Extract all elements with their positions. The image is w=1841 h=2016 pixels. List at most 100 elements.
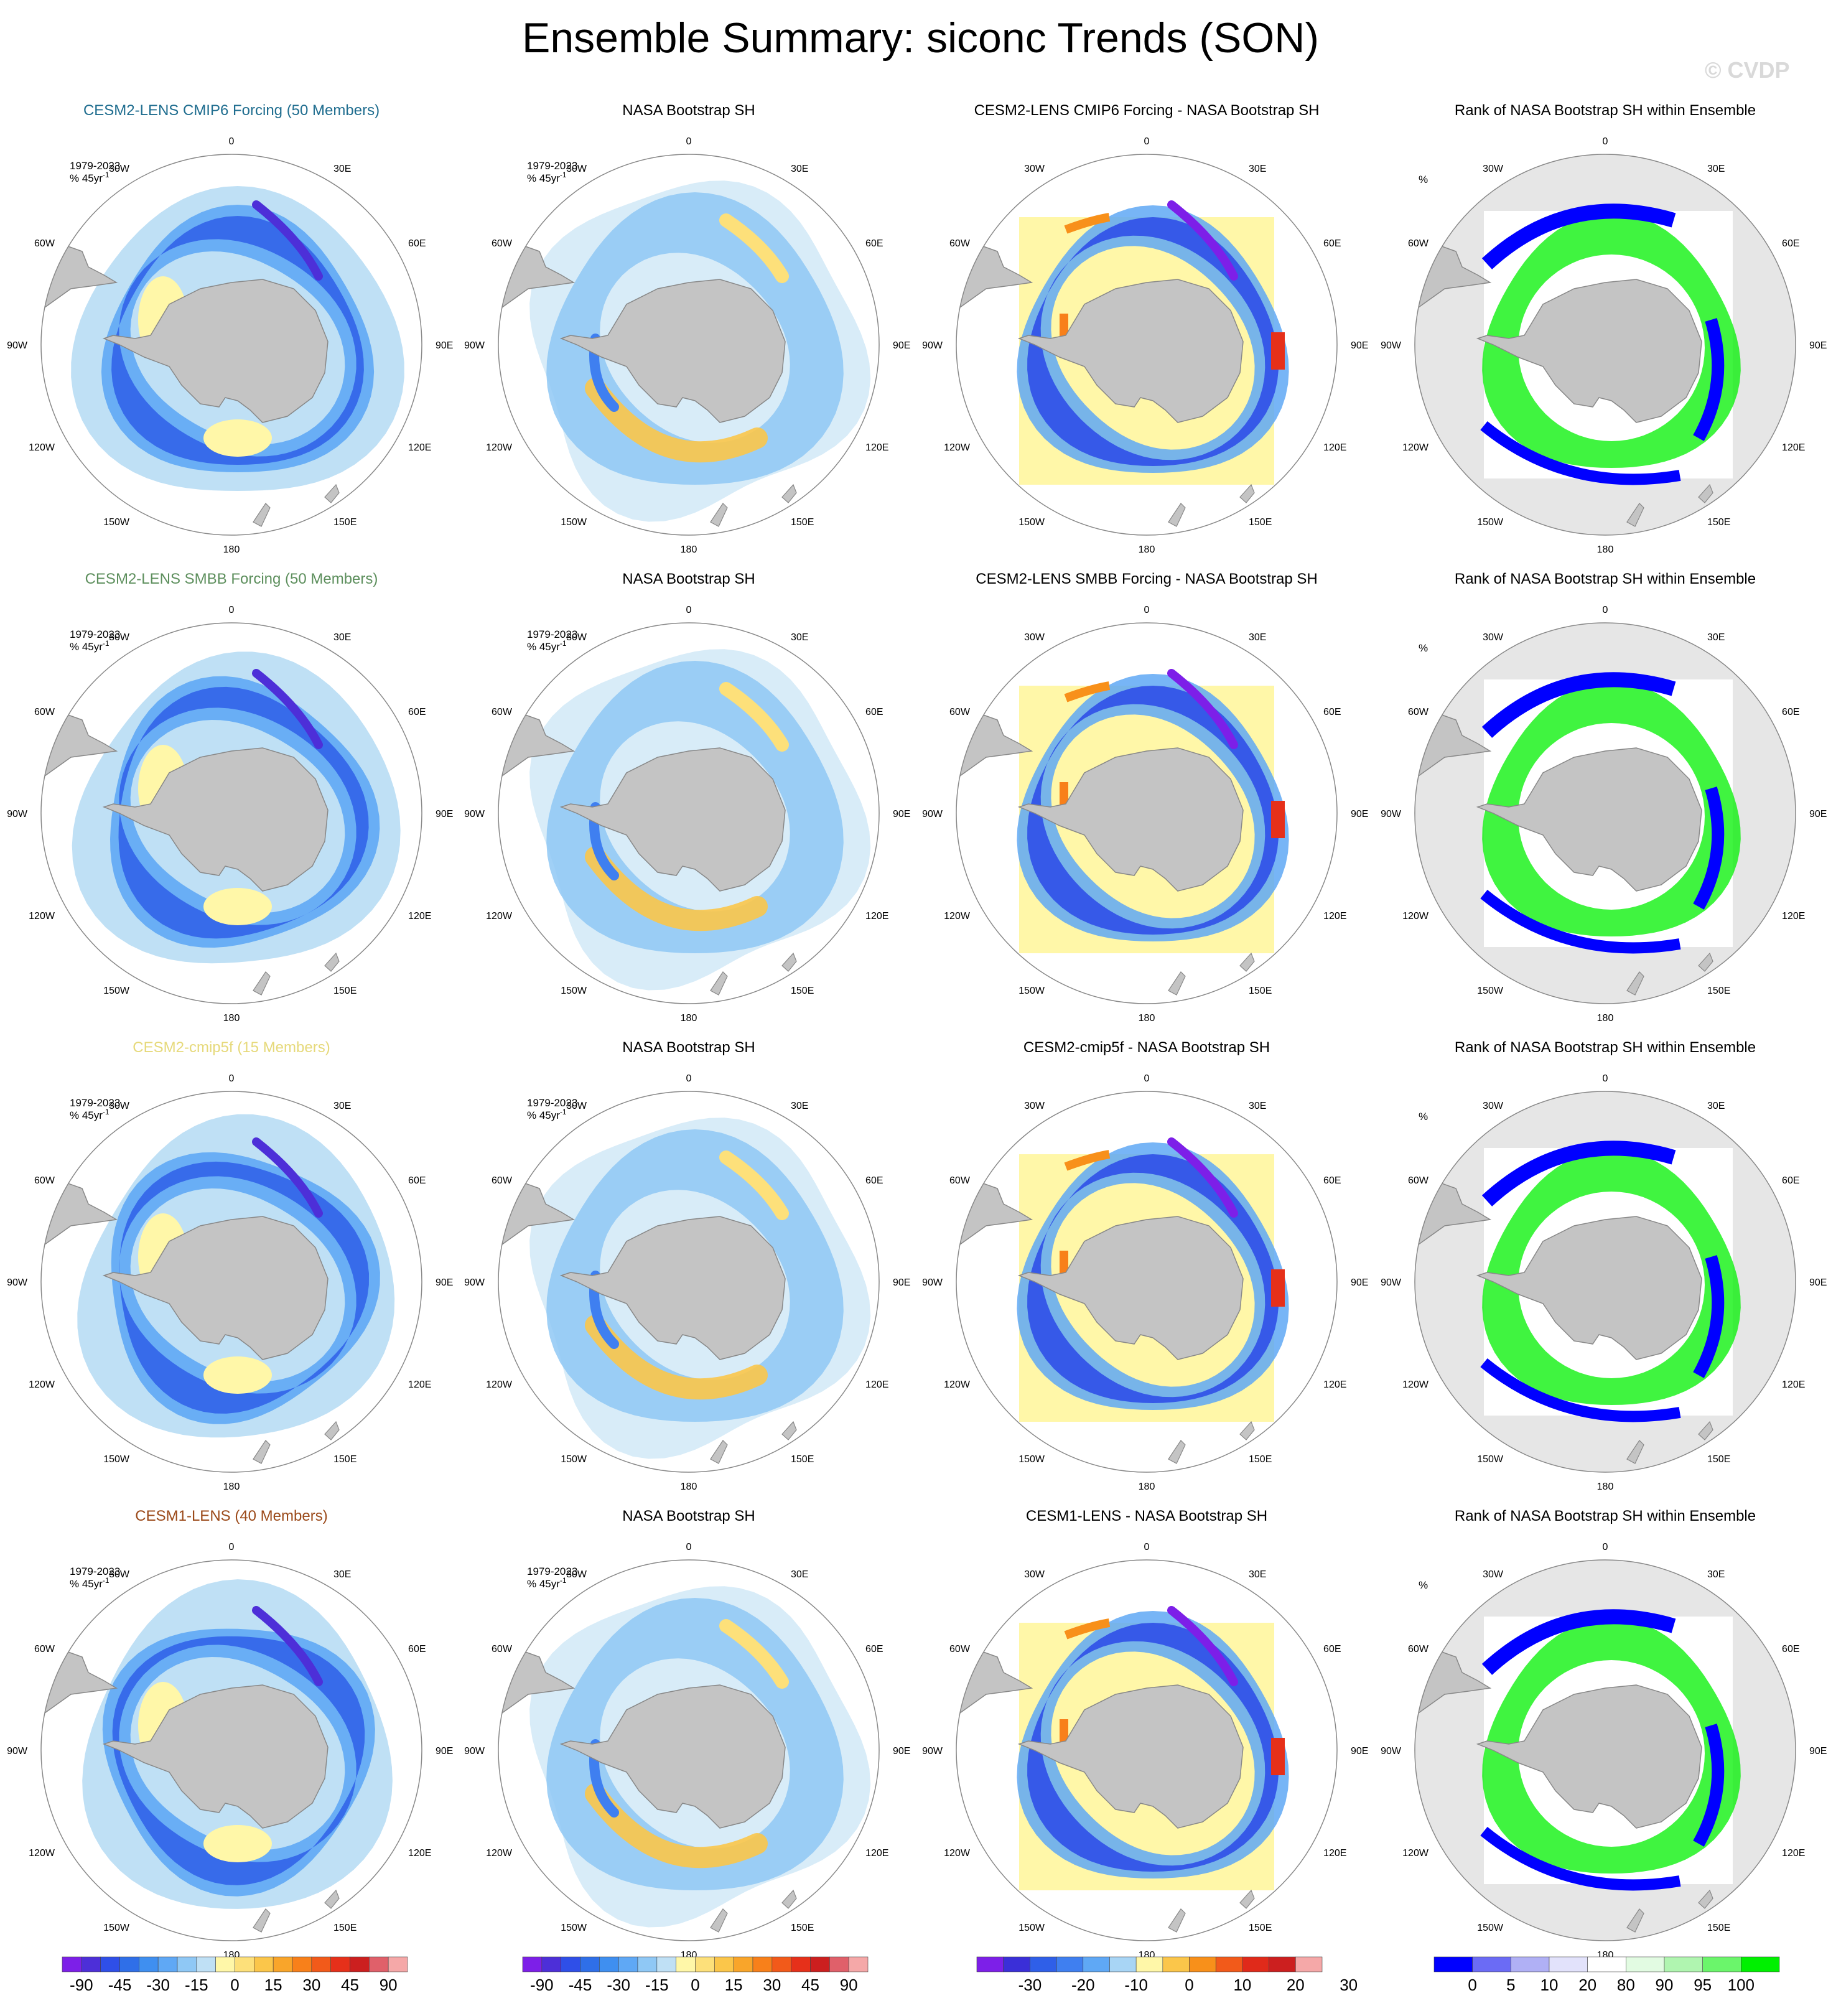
colorbar-swatch <box>1549 1956 1588 1972</box>
map-interior <box>1415 623 1796 1004</box>
period-annotation: 1979-2023 <box>527 1097 577 1109</box>
positive-trend-patch <box>203 1356 272 1394</box>
longitude-label: 180 <box>681 1013 697 1024</box>
longitude-label: 180 <box>1597 1482 1614 1492</box>
strong-negative-streak <box>252 200 323 281</box>
new-zealand-tasmania-landmass <box>1168 1421 1255 1464</box>
colorbar-swatch <box>1215 1956 1243 1972</box>
longitude-label: 180 <box>223 544 240 555</box>
south-america-landmass <box>959 1650 1033 1714</box>
longitude-label: 30W <box>1483 1569 1504 1580</box>
colorbar-tick-label: 10 <box>1540 1976 1559 1994</box>
longitude-label: 120E <box>1782 911 1805 922</box>
longitude-label: 120W <box>944 1379 971 1390</box>
longitude-label: 90E <box>436 340 453 351</box>
colorbar-swatch <box>580 1956 600 1972</box>
longitude-label: 30W <box>1483 632 1504 643</box>
longitude-label: 180 <box>1597 544 1614 555</box>
longitude-label: 60W <box>949 707 971 717</box>
high-rank-band <box>1482 681 1741 936</box>
units-annotation: % 45yr-1 <box>527 1576 567 1590</box>
map-interior <box>501 1586 871 1933</box>
colorbar-swatch <box>1030 1956 1057 1972</box>
longitude-label: 30E <box>1707 1101 1725 1111</box>
longitude-label: 90W <box>7 1746 28 1757</box>
longitude-label: 90W <box>7 340 28 351</box>
period-annotation: 1979-2023 <box>70 628 120 640</box>
longitude-label: 150W <box>1477 986 1504 996</box>
trend-field-band <box>102 1628 375 1897</box>
rank-units-label: % <box>1419 1111 1428 1122</box>
longitude-label: 150E <box>1249 986 1272 996</box>
south-america-landmass <box>1418 1650 1492 1714</box>
ensemble-title: CESM2-LENS CMIP6 Forcing (50 Members) <box>83 102 380 119</box>
longitude-label: 150E <box>1249 1454 1272 1465</box>
colorbar-tick-label: 90 <box>1656 1976 1674 1994</box>
units-annotation: % 45yr-1 <box>70 1108 110 1121</box>
longitude-label: 150E <box>333 986 357 996</box>
colorbar-swatch <box>139 1956 159 1972</box>
longitude-label: 90W <box>464 1746 485 1757</box>
longitude-label: 90W <box>1381 340 1402 351</box>
colorbar-swatch <box>177 1956 197 1972</box>
map-boundary <box>40 1559 422 1941</box>
longitude-label: 30W <box>109 632 130 643</box>
longitude-label: 60W <box>949 238 971 249</box>
longitude-label: 90W <box>464 1277 485 1288</box>
longitude-label: 120W <box>486 442 513 453</box>
longitude-label: 90W <box>464 340 485 351</box>
new-zealand-tasmania-landmass <box>1626 1889 1713 1933</box>
longitude-label: 30W <box>1483 1101 1504 1111</box>
map-panel: NASA Bootstrap SH 0 30E 60E 90E 120E 150E 180 15… <box>464 102 910 555</box>
longitude-label: 90E <box>893 1277 910 1288</box>
map-boundary <box>40 622 422 1004</box>
positive-trend-arc <box>719 213 789 283</box>
colorbar-swatch <box>829 1956 849 1972</box>
positive-difference-patch <box>1064 1150 1111 1171</box>
antarctica-landmass <box>559 747 786 892</box>
colorbar-tick-label: 20 <box>1578 1976 1596 1994</box>
strong-negative-streak <box>1167 1606 1238 1686</box>
map-panel: NASA Bootstrap SH 0 30E 60E 90E 120E 150E 180 15… <box>464 571 910 1024</box>
low-rank-band <box>1693 1255 1725 1378</box>
longitude-label: 30W <box>109 164 130 174</box>
colorbar-swatch <box>119 1956 139 1972</box>
high-rank-band <box>1482 1150 1741 1405</box>
longitude-label: 150W <box>103 986 130 996</box>
antarctica-landmass <box>1017 1684 1244 1829</box>
colorbar-swatch <box>656 1956 676 1972</box>
longitude-label: 30W <box>1024 164 1045 174</box>
map-boundary <box>956 1091 1338 1473</box>
south-america-landmass <box>1418 1182 1492 1246</box>
longitude-label: 120E <box>408 1848 431 1859</box>
longitude-label: 150E <box>791 1923 814 1933</box>
ensemble-title: CESM1-LENS (40 Members) <box>135 1508 327 1524</box>
south-america-landmass <box>501 713 576 777</box>
colorbar-swatch <box>976 1956 1004 1972</box>
colorbar-tick-label: 45 <box>341 1976 359 1994</box>
longitude-label: 30E <box>1249 1101 1266 1111</box>
longitude-label: 90W <box>922 809 943 819</box>
longitude-label: 120E <box>408 442 431 453</box>
longitude-label: 150E <box>791 517 814 528</box>
map-boundary <box>956 622 1338 1004</box>
longitude-label: 90W <box>1381 1746 1402 1757</box>
positive-difference-patch <box>1271 1269 1285 1307</box>
colorbar-swatch <box>1702 1956 1741 1972</box>
units-annotation: % 45yr-1 <box>70 170 110 184</box>
colorbar-tick-label: 45 <box>801 1976 819 1994</box>
map-boundary <box>956 154 1338 536</box>
period-annotation: 1979-2023 <box>70 1097 120 1109</box>
rank-units-label: % <box>1419 174 1428 185</box>
longitude-label: 90E <box>436 1746 453 1757</box>
south-america-landmass <box>959 1182 1033 1246</box>
low-rank-band <box>1693 318 1725 441</box>
longitude-label: 150E <box>1707 517 1730 528</box>
positive-trend-patch <box>203 1825 272 1862</box>
antarctica-landmass <box>559 279 786 423</box>
new-zealand-tasmania-landmass <box>1626 483 1713 527</box>
longitude-label: 150E <box>333 1923 357 1933</box>
longitude-label: 120E <box>1782 1848 1805 1859</box>
longitude-label: 150W <box>1477 517 1504 528</box>
colorbar-swatch <box>733 1956 753 1972</box>
